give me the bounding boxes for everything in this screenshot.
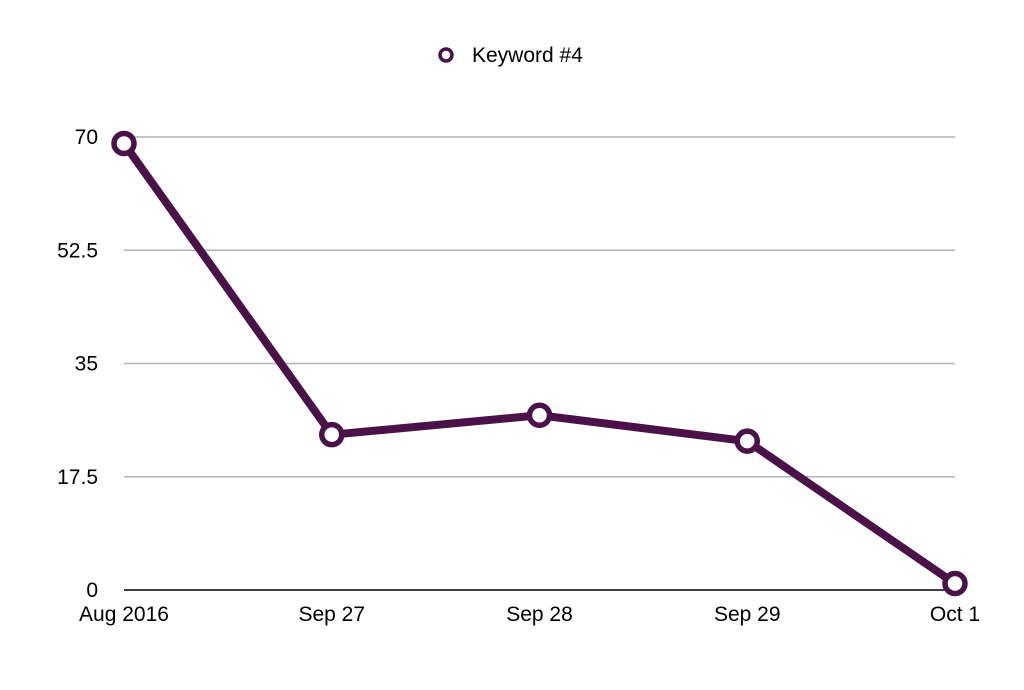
legend-label: Keyword #4 xyxy=(472,44,583,67)
data-point xyxy=(526,402,553,429)
series xyxy=(111,130,968,597)
y-tick-label: 35 xyxy=(75,353,98,376)
y-tick-label: 70 xyxy=(75,126,98,149)
data-point xyxy=(319,421,345,448)
legend-marker-icon xyxy=(438,47,454,63)
data-point xyxy=(111,130,137,157)
x-tick-label: Sep 28 xyxy=(506,603,573,626)
x-tick-label: Oct 1 xyxy=(930,603,980,626)
data-point xyxy=(734,428,760,454)
y-tick-label: 52.5 xyxy=(57,239,98,262)
y-tick-label: 0 xyxy=(86,579,98,602)
y-axis-ticks: 0 17.5 35 52.5 70 xyxy=(57,126,98,602)
y-tick-label: 17.5 xyxy=(57,466,98,489)
x-tick-label: Sep 27 xyxy=(298,603,365,626)
legend: Keyword #4 xyxy=(438,44,583,67)
data-point xyxy=(942,570,968,597)
x-axis-ticks: Aug 2016 Sep 27 Sep 28 Sep 29 Oct 1 xyxy=(79,603,980,626)
x-tick-label: Sep 29 xyxy=(714,603,781,626)
gridlines xyxy=(124,136,955,478)
x-tick-label: Aug 2016 xyxy=(79,603,169,626)
